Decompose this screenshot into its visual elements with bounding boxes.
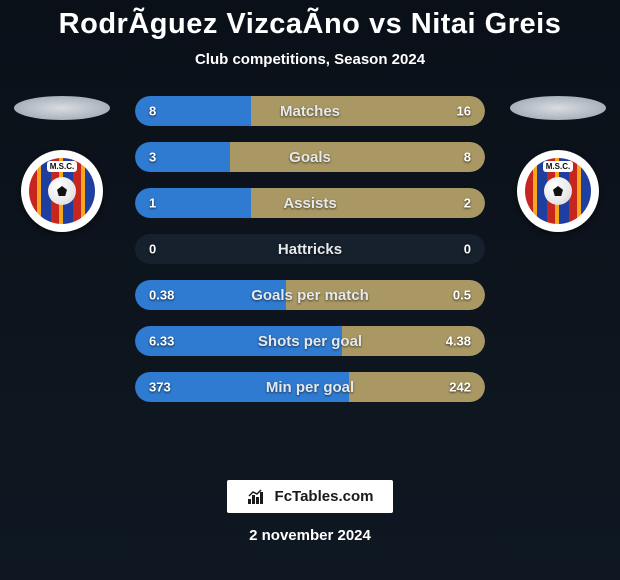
club-badge-graphic [29,158,95,224]
stat-value-right: 16 [457,104,471,119]
stat-row: 0 0 Hattricks [135,234,485,264]
footer: FcTables.com 2 november 2024 [0,480,620,544]
stat-row: 8 16 Matches [135,96,485,126]
comparison-area: 8 16 Matches 3 8 Goals 1 2 Assists 0 0 Hattricks 0.3… [0,96,620,402]
stat-row: 0.38 0.5 Goals per match [135,280,485,310]
stat-value-right: 0 [464,242,471,257]
stat-label: Shots per goal [258,333,362,350]
stat-row: 1 2 Assists [135,188,485,218]
stats-bars: 8 16 Matches 3 8 Goals 1 2 Assists 0 0 Hattricks 0.3… [135,96,485,402]
stat-row: 373 242 Min per goal [135,372,485,402]
stat-label: Assists [283,195,336,212]
soccer-ball-icon [48,177,76,205]
stat-row: 3 8 Goals [135,142,485,172]
stat-value-left: 6.33 [149,334,174,349]
club-badge-left [21,150,103,232]
stat-value-right: 2 [464,196,471,211]
brand-chart-icon [247,489,267,505]
header: RodrÃ­guez VizcaÃ­no vs Nitai Greis Club… [0,0,620,68]
stat-label: Hattricks [278,241,342,258]
stat-value-left: 3 [149,150,156,165]
right-player-column [508,96,608,232]
stat-label: Min per goal [266,379,354,396]
stat-fill-right [230,142,486,172]
date-text: 2 november 2024 [249,527,371,544]
club-badge-graphic [525,158,591,224]
stat-value-left: 0 [149,242,156,257]
stat-label: Matches [280,103,340,120]
left-player-column [12,96,112,232]
subtitle: Club competitions, Season 2024 [0,51,620,68]
stat-label: Goals per match [251,287,369,304]
stat-value-right: 242 [449,380,471,395]
stat-value-right: 8 [464,150,471,165]
stat-value-left: 1 [149,196,156,211]
stat-value-left: 8 [149,104,156,119]
brand-box[interactable]: FcTables.com [227,480,394,513]
stat-value-left: 0.38 [149,288,174,303]
player-avatar-placeholder [510,96,606,120]
stat-value-right: 0.5 [453,288,471,303]
brand-text: FcTables.com [275,488,374,505]
player-avatar-placeholder [14,96,110,120]
stat-row: 6.33 4.38 Shots per goal [135,326,485,356]
stat-value-left: 373 [149,380,171,395]
stat-value-right: 4.38 [446,334,471,349]
page-title: RodrÃ­guez VizcaÃ­no vs Nitai Greis [0,8,620,41]
stat-label: Goals [289,149,331,166]
club-badge-right [517,150,599,232]
soccer-ball-icon [544,177,572,205]
